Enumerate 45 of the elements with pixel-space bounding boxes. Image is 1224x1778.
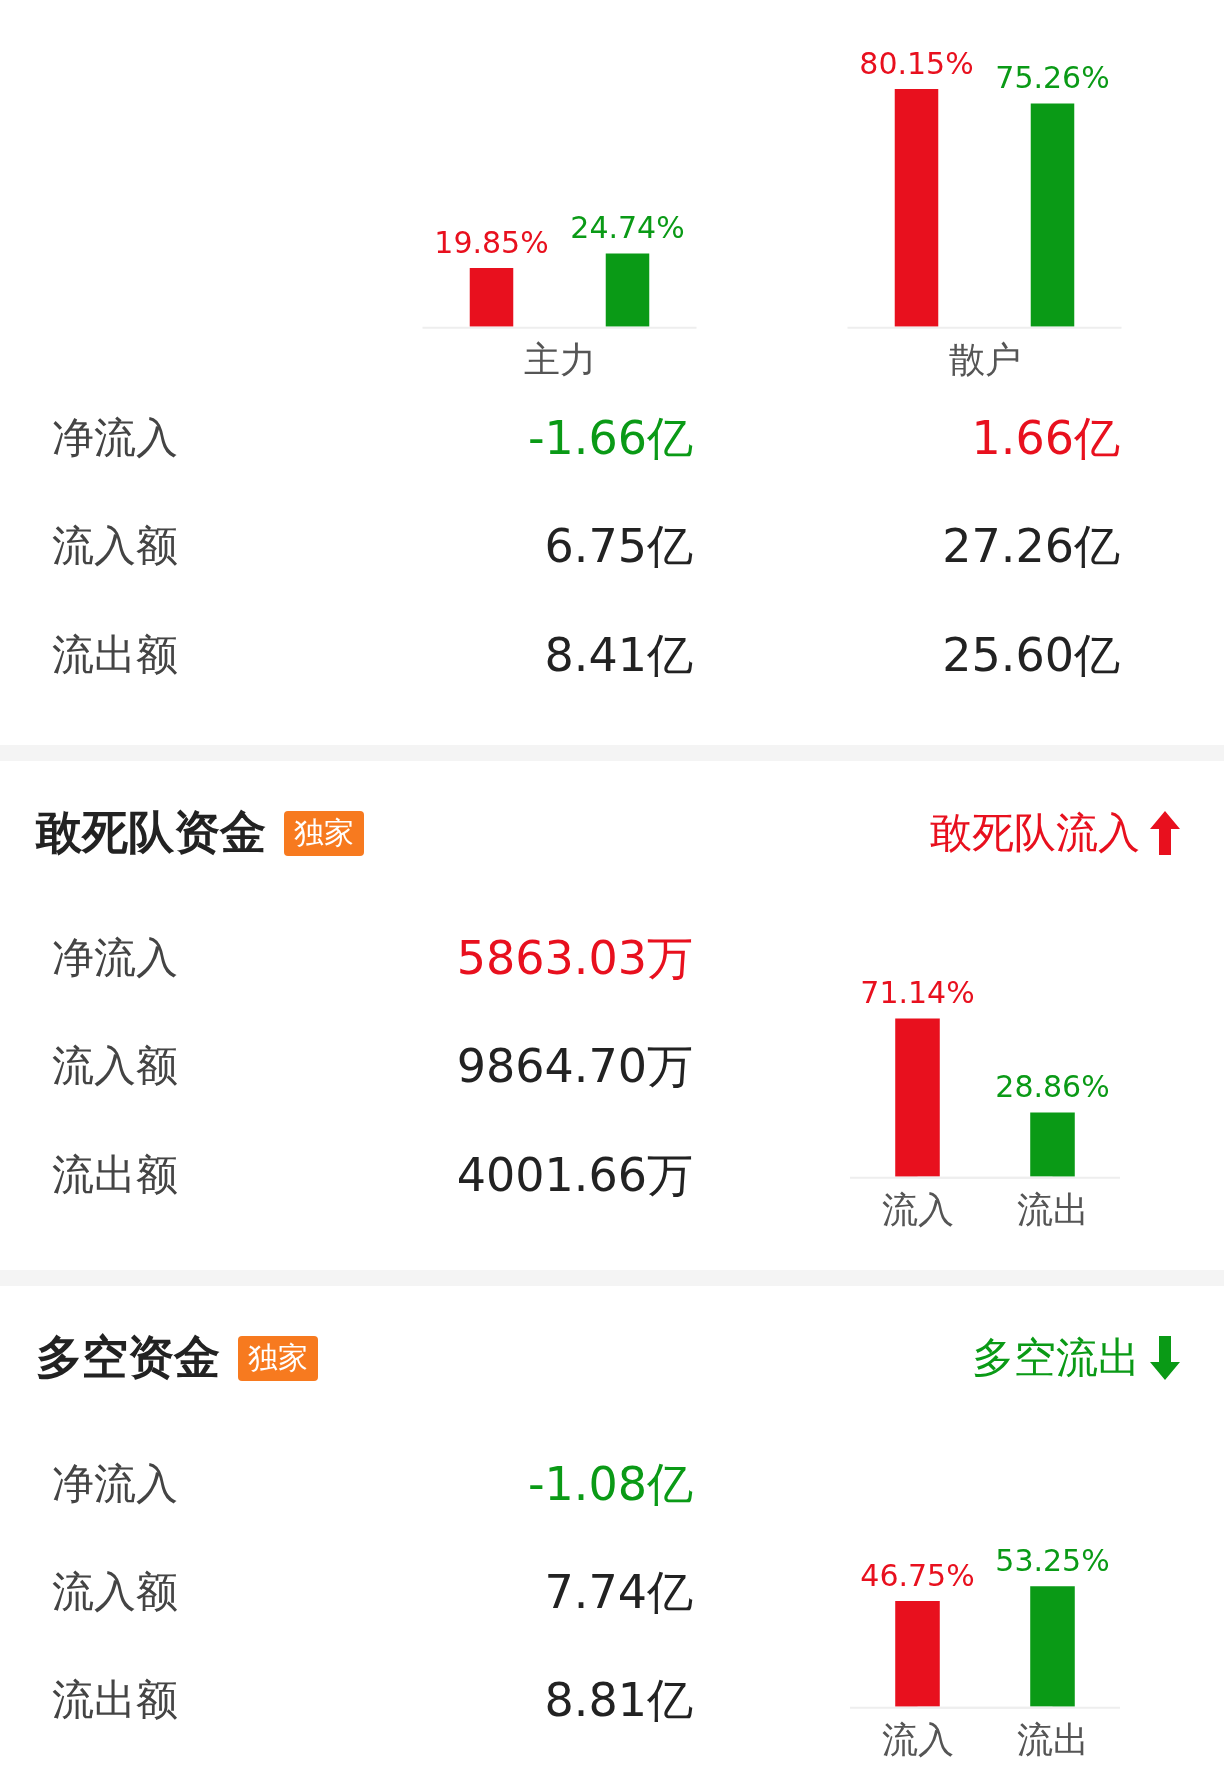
data-label: 6.75亿: [544, 518, 693, 575]
data-label: 75.26%: [995, 60, 1110, 96]
bar: [894, 88, 939, 327]
data-label: 1.66亿: [971, 410, 1120, 467]
text: 多空资金: [36, 1329, 220, 1386]
x-tick-label: 流出: [1016, 1188, 1089, 1230]
bar: [1030, 103, 1075, 327]
text: 多空流出: [972, 1332, 1140, 1384]
data-label: 28.86%: [995, 1069, 1110, 1105]
data-label: 5863.03万: [456, 930, 693, 987]
category-label: 流出额: [52, 1674, 178, 1726]
data-label: -1.66亿: [527, 410, 693, 467]
data-label: 25.60亿: [942, 627, 1120, 684]
data-label: 27.26亿: [942, 518, 1120, 575]
bar: [605, 253, 650, 327]
data-label: 46.75%: [860, 1557, 975, 1593]
category-label: 流出额: [52, 1149, 178, 1201]
data-label: 4001.66万: [456, 1147, 693, 1204]
data-label: 71.14%: [860, 975, 975, 1011]
x-tick-label: 主力: [523, 338, 596, 380]
category-label: 流入额: [52, 1566, 178, 1618]
data-label: 8.81亿: [544, 1672, 693, 1729]
category-label: 净流入: [52, 932, 178, 984]
category-label: 净流入: [52, 1458, 178, 1510]
text: 独家: [238, 1335, 318, 1381]
data-label: -1.08亿: [527, 1456, 693, 1513]
category-label: 流入额: [52, 1040, 178, 1092]
data-label: 8.41亿: [544, 627, 693, 684]
data-label: 9864.70万: [456, 1038, 693, 1095]
text: 独家: [284, 810, 364, 856]
data-label: 7.74亿: [544, 1564, 693, 1621]
data-label: 19.85%: [434, 224, 549, 260]
text: 敢死队流入: [930, 807, 1140, 859]
category-label: 净流入: [52, 412, 178, 464]
category-label: 流出额: [52, 629, 178, 681]
category-label: 流入额: [52, 520, 178, 572]
x-tick-label: 流出: [1016, 1718, 1089, 1760]
x-tick-label: 流入: [881, 1188, 954, 1230]
data-label: 80.15%: [859, 45, 974, 81]
text: 敢死队资金: [36, 804, 266, 861]
x-tick-label: 流入: [881, 1718, 954, 1760]
x-tick-label: 散户: [948, 338, 1021, 380]
data-label: 53.25%: [995, 1543, 1110, 1579]
data-label: 24.74%: [570, 210, 685, 246]
bar: [469, 267, 514, 327]
